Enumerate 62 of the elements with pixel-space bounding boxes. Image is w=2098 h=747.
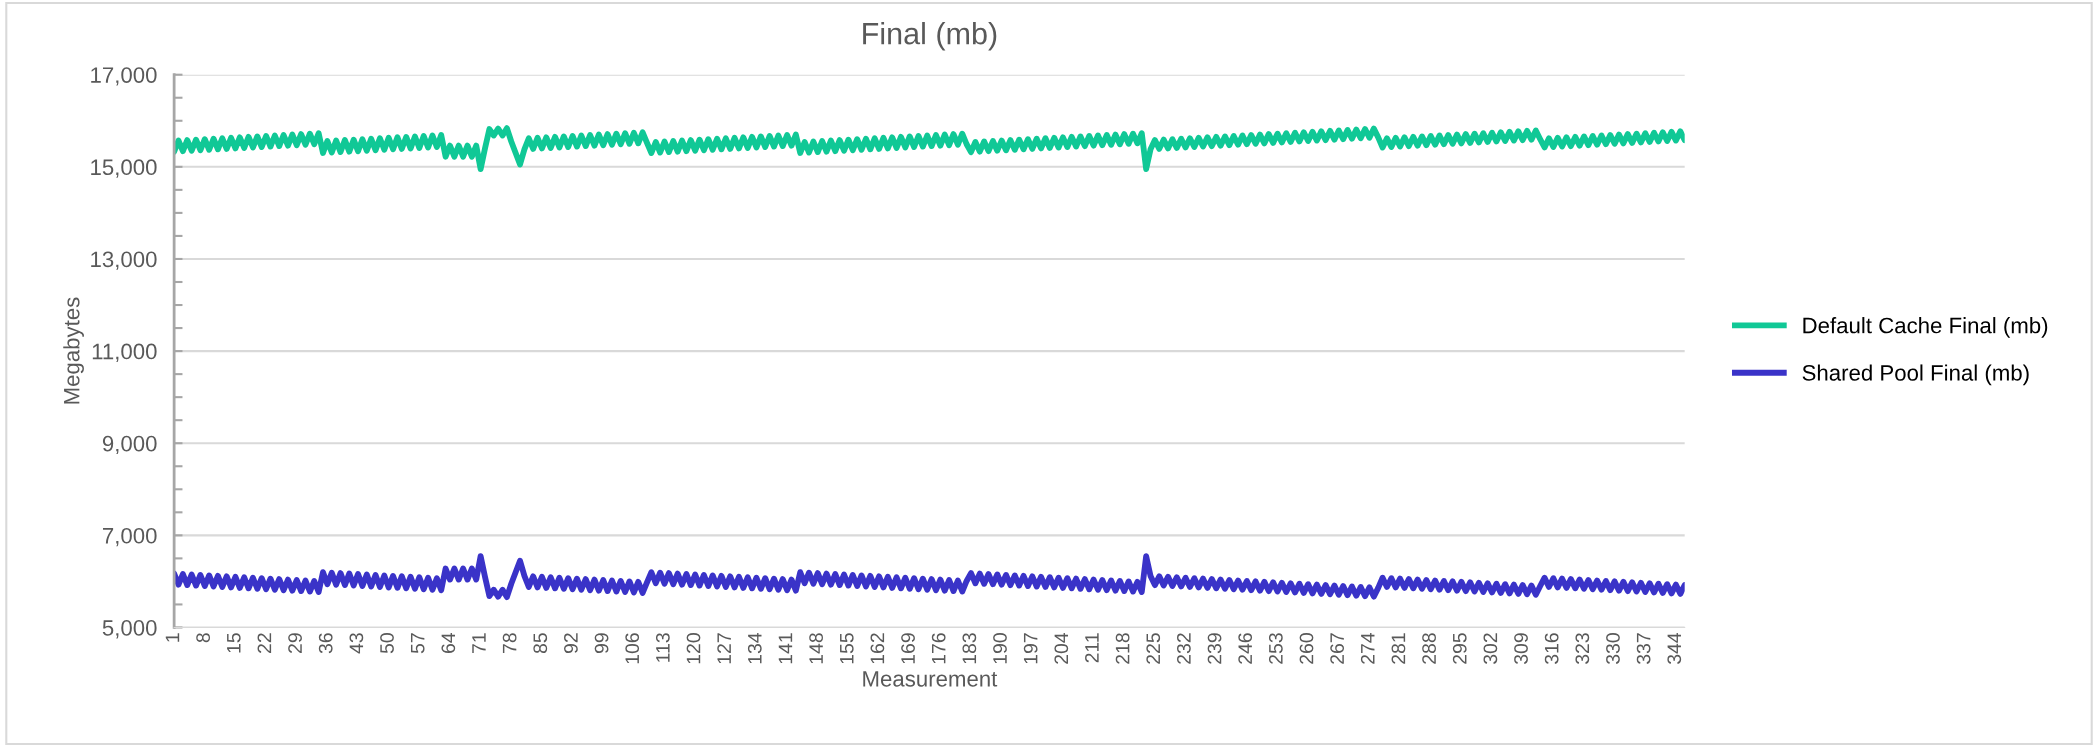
- x-tick-label: 92: [564, 633, 578, 654]
- y-tick-label: 9,000: [102, 435, 157, 455]
- x-tick-label: 106: [625, 633, 640, 664]
- x-tick-label: 218: [1115, 633, 1130, 664]
- x-tick-label: 246: [1238, 633, 1253, 664]
- x-tick-label: 344: [1667, 632, 1682, 665]
- x-tick-label: 155: [840, 633, 854, 664]
- x-tick-label: 253: [1268, 633, 1283, 664]
- x-tick-label: 36: [318, 633, 333, 654]
- x-tick-label: 267: [1330, 633, 1345, 664]
- x-tick-label: 43: [349, 633, 364, 654]
- x-tick-label: 330: [1606, 633, 1620, 665]
- x-tick-label: 323: [1575, 633, 1590, 665]
- y-tick-label: 5,000: [102, 620, 157, 639]
- x-tick-label: 22: [257, 633, 272, 653]
- x-tick-label: 309: [1514, 633, 1528, 665]
- x-tick-label: 29: [288, 633, 302, 653]
- x-tick-label: 169: [901, 633, 915, 664]
- x-tick-label: 85: [533, 633, 548, 654]
- x-tick-label: 260: [1299, 633, 1314, 664]
- x-tick-label: 120: [686, 633, 701, 664]
- y-tick-label: 15,000: [91, 159, 157, 178]
- chart-title: Final (mb): [863, 22, 997, 51]
- x-tick-label: 127: [717, 633, 731, 664]
- y-tick-label: 13,000: [91, 251, 157, 270]
- x-tick-label: 15: [227, 633, 241, 653]
- x-tick-label: 99: [594, 633, 609, 654]
- x-tick-label: 176: [931, 633, 946, 664]
- y-tick-label: 7,000: [103, 527, 157, 547]
- x-tick-label: 71: [472, 633, 486, 653]
- y-tick-label: 17,000: [91, 67, 157, 86]
- x-tick-label: 141: [778, 633, 793, 664]
- y-tick-label: 11,000: [92, 343, 157, 362]
- x-tick-label: 288: [1422, 633, 1436, 664]
- x-tick-label: 225: [1146, 633, 1161, 664]
- x-tick-label: 204: [1054, 632, 1069, 664]
- x-tick-label: 8: [196, 633, 210, 643]
- x-tick-label: 1: [165, 633, 180, 642]
- x-tick-label: 239: [1207, 633, 1222, 664]
- x-tick-label: 113: [655, 633, 670, 662]
- legend-label: Shared Pool Final (mb): [1802, 364, 2029, 386]
- x-tick-label: 281: [1391, 633, 1406, 664]
- x-tick-label: 337: [1636, 633, 1651, 665]
- x-tick-label: 295: [1452, 633, 1467, 664]
- x-tick-label: 302: [1483, 633, 1498, 665]
- x-tick-label: 197: [1023, 633, 1038, 664]
- x-tick-label: 78: [502, 633, 517, 653]
- x-tick-label: 64: [441, 632, 456, 653]
- x-tick-label: 316: [1544, 633, 1559, 665]
- x-tick-label: 162: [870, 633, 885, 664]
- x-tick-label: 57: [410, 633, 425, 654]
- legend-label: Default Cache Final (mb): [1803, 317, 2048, 338]
- x-tick-label: 134: [747, 632, 762, 664]
- y-axis-title: Megabytes: [63, 297, 84, 404]
- x-tick-label: 190: [993, 633, 1007, 664]
- x-tick-label: 232: [1177, 633, 1191, 664]
- x-tick-label: 274: [1360, 632, 1375, 664]
- x-tick-label: 50: [380, 633, 394, 654]
- x-axis-title: Measurement: [863, 671, 998, 687]
- x-tick-label: 148: [809, 633, 823, 664]
- x-tick-label: 211: [1085, 633, 1099, 663]
- x-tick-label: 183: [962, 633, 977, 664]
